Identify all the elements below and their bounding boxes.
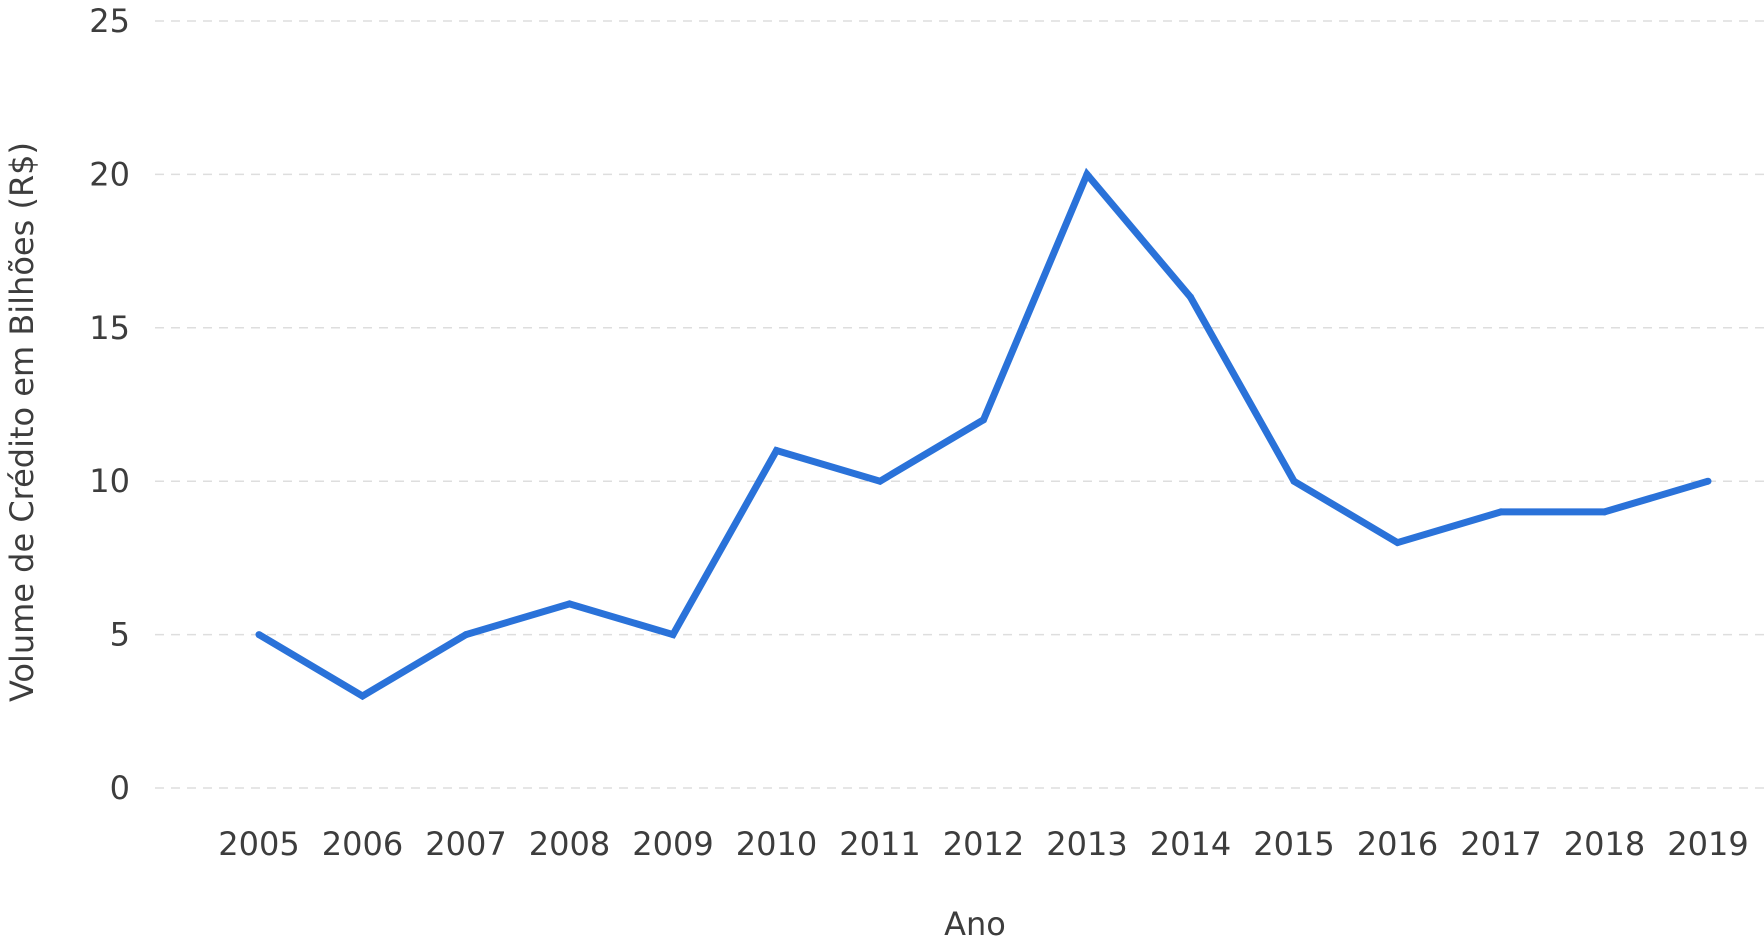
data-point-2014 xyxy=(1187,293,1194,301)
y-gridlines xyxy=(155,20,1764,789)
x-tick-label: 2013 xyxy=(1046,825,1127,863)
y-tick-label: 0 xyxy=(110,769,130,807)
x-tick-label: 2016 xyxy=(1357,825,1438,863)
data-point-2010 xyxy=(773,447,780,455)
x-tick-label: 2010 xyxy=(736,825,817,863)
data-point-2017 xyxy=(1497,508,1505,516)
series-layer xyxy=(255,167,1712,701)
x-tick-label: 2005 xyxy=(218,825,299,863)
y-axis-label: Volume de Crédito em Bilhões (R$) xyxy=(3,142,41,702)
y-tick-label: 10 xyxy=(89,462,130,500)
data-point-2011 xyxy=(876,477,884,485)
x-tick-label: 2018 xyxy=(1564,825,1645,863)
y-tick-label: 20 xyxy=(89,155,130,193)
x-tick-label: 2007 xyxy=(425,825,506,863)
x-tick-label: 2012 xyxy=(943,825,1024,863)
x-tick-label: 2017 xyxy=(1460,825,1541,863)
x-tick-label: 2014 xyxy=(1150,825,1231,863)
x-tick-labels: 2005 2006 2007 2008 2009 2010 2011 2012 2013 2014… xyxy=(218,825,1748,863)
data-point-2005 xyxy=(255,631,263,639)
y-tick-labels: 0 5 10 15 20 25 xyxy=(89,2,130,807)
x-tick-label: 2015 xyxy=(1253,825,1334,863)
x-tick-label: 2006 xyxy=(322,825,403,863)
data-point-2012 xyxy=(980,416,987,424)
data-point-2016 xyxy=(1394,539,1401,547)
data-point-2018 xyxy=(1601,508,1608,516)
y-tick-label: 25 xyxy=(89,2,130,40)
data-point-2008 xyxy=(566,600,573,608)
x-tick-label: 2008 xyxy=(529,825,610,863)
data-point-2006 xyxy=(359,692,366,700)
x-tick-label: 2019 xyxy=(1667,825,1748,863)
y-tick-label: 5 xyxy=(110,616,130,654)
y-tick-label: 15 xyxy=(89,309,130,347)
data-point-2015 xyxy=(1290,477,1298,485)
data-point-2013 xyxy=(1083,170,1091,178)
data-point-2009 xyxy=(669,631,677,639)
data-point-2007 xyxy=(462,631,470,639)
data-point-2019 xyxy=(1704,477,1712,485)
x-axis-label: Ano xyxy=(944,905,1006,943)
x-tick-label: 2011 xyxy=(839,825,920,863)
series-line-0 xyxy=(257,167,1709,701)
x-tick-label: 2009 xyxy=(632,825,713,863)
